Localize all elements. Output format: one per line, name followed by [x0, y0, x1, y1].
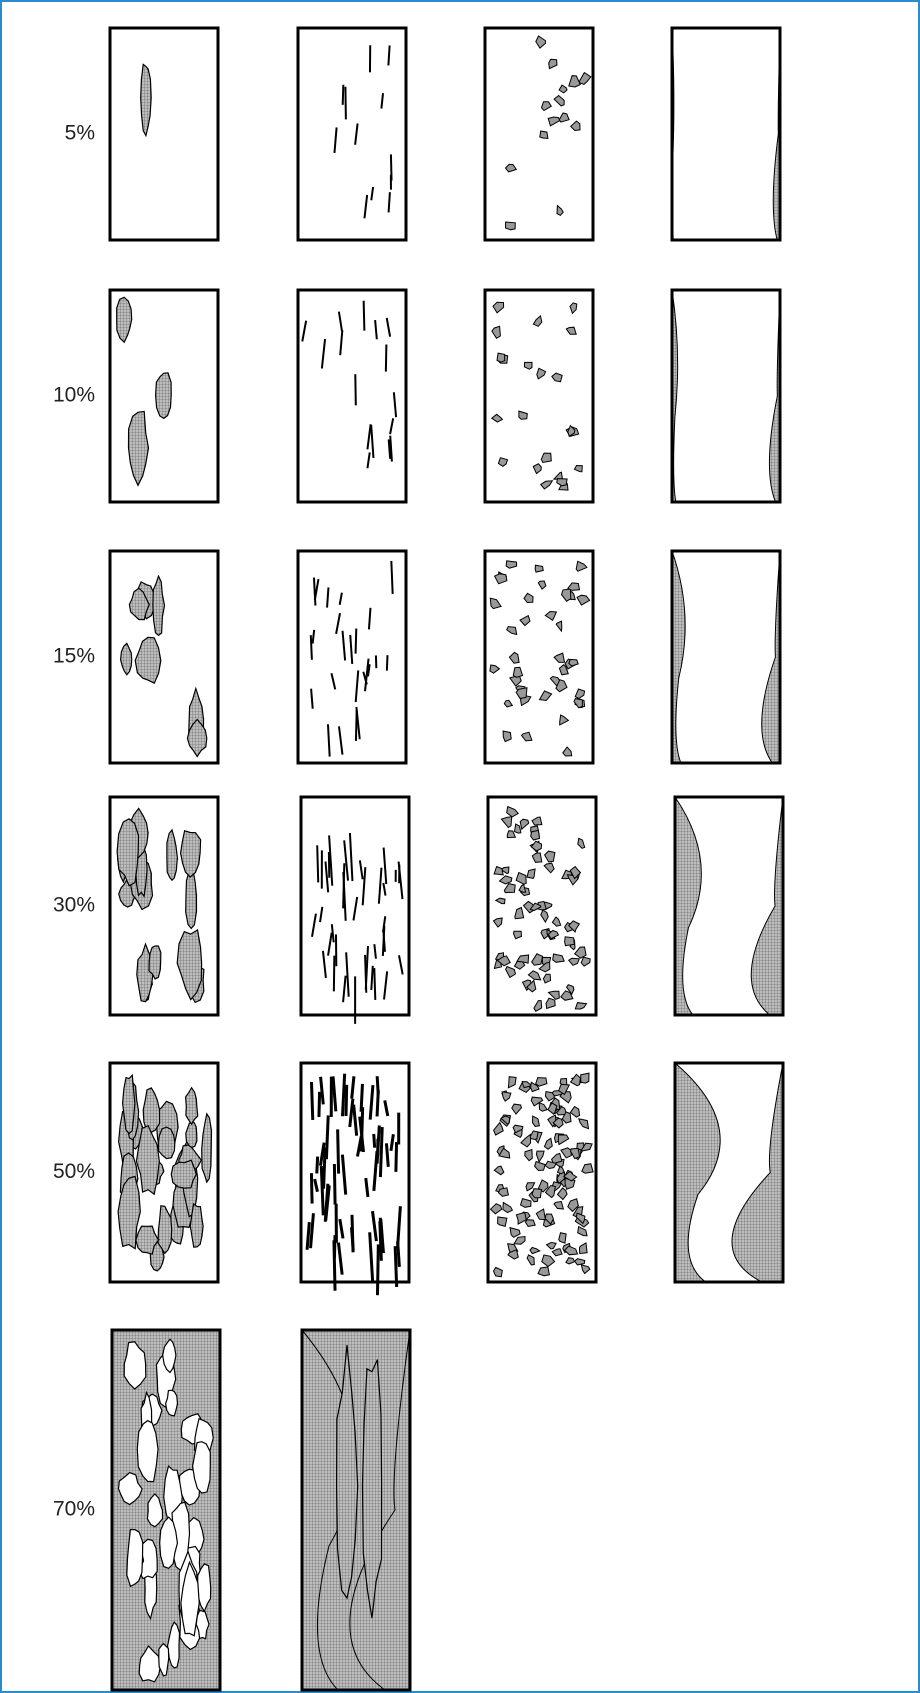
fleck: [565, 937, 575, 946]
specimen-box: [298, 290, 406, 502]
streak: [374, 1134, 375, 1148]
streak: [338, 1129, 339, 1173]
row-label: 10%: [53, 384, 95, 407]
specimen-box: [302, 1330, 410, 1690]
streak: [324, 1148, 326, 1189]
specimen-box: [110, 1063, 218, 1282]
streak: [364, 301, 365, 331]
box-bg: [672, 28, 780, 240]
specimen-box: [110, 28, 218, 240]
streak: [326, 1115, 328, 1159]
streak: [343, 85, 344, 105]
fleck: [540, 131, 548, 138]
specimen-box: [675, 1063, 783, 1282]
specimen-box: [485, 290, 593, 502]
fleck: [531, 830, 540, 840]
diagram: 5% 10% 15% 30% 50% 70%: [0, 0, 920, 1693]
streak: [311, 1082, 312, 1120]
specimen-box: [298, 551, 406, 763]
streak: [386, 345, 387, 372]
fleck: [559, 1233, 566, 1244]
row-label: 50%: [53, 1160, 95, 1183]
specimen-box: [301, 797, 409, 1024]
streak: [388, 45, 389, 65]
row-label: 15%: [53, 645, 95, 668]
streak: [366, 1178, 368, 1197]
specimen-box: [112, 1330, 220, 1690]
box-bg: [672, 290, 780, 502]
specimen-box: [301, 1063, 409, 1295]
blob: [190, 1204, 203, 1247]
streak: [374, 968, 375, 1000]
box-bg: [110, 28, 218, 240]
streak: [386, 1143, 388, 1167]
fleck: [575, 1259, 585, 1265]
streak: [391, 561, 392, 594]
streak: [391, 154, 392, 180]
streak: [355, 374, 356, 405]
streak: [380, 1127, 382, 1177]
row-label: 70%: [53, 1498, 95, 1521]
box-bg: [298, 290, 406, 502]
fleck: [581, 1073, 589, 1083]
streak: [346, 1085, 347, 1116]
specimen-box: [675, 797, 783, 1015]
streak: [321, 1166, 323, 1215]
specimen-box: [488, 797, 596, 1015]
fleck: [498, 1217, 507, 1226]
blob: [156, 373, 172, 419]
specimen-box: [488, 1063, 596, 1282]
fleck: [532, 1189, 542, 1198]
streak: [389, 192, 390, 212]
specimen-box: [672, 551, 780, 763]
specimen-box: [672, 28, 780, 240]
blob: [158, 1127, 174, 1159]
blob: [171, 1160, 196, 1188]
streak: [377, 1090, 378, 1116]
streak: [387, 655, 388, 670]
streak: [361, 1084, 362, 1112]
streak: [311, 635, 312, 660]
fleck: [506, 222, 516, 230]
streak: [317, 1157, 318, 1174]
streak: [356, 629, 357, 654]
specimen-box: [485, 28, 593, 240]
box-bg: [485, 28, 593, 240]
specimen-box: [110, 290, 218, 502]
streak: [319, 1092, 320, 1117]
specimen-box: [298, 28, 406, 240]
specimen-box: [485, 551, 593, 763]
streak: [396, 1142, 397, 1172]
fleck: [535, 565, 543, 572]
specimen-box: [110, 797, 218, 1015]
streak: [334, 1235, 335, 1258]
streak: [334, 1164, 335, 1205]
streak: [311, 1173, 312, 1203]
blob: [166, 1390, 178, 1416]
streak: [351, 1227, 353, 1250]
streak: [377, 1244, 378, 1295]
blob: [127, 1530, 143, 1587]
streak: [327, 587, 328, 607]
row-label: 30%: [53, 894, 95, 917]
specimen-box: [110, 551, 218, 763]
fleck: [497, 353, 505, 362]
specimen-box: [672, 290, 780, 502]
streak: [317, 845, 318, 882]
row-label: 5%: [65, 122, 95, 145]
fleck: [527, 869, 535, 878]
